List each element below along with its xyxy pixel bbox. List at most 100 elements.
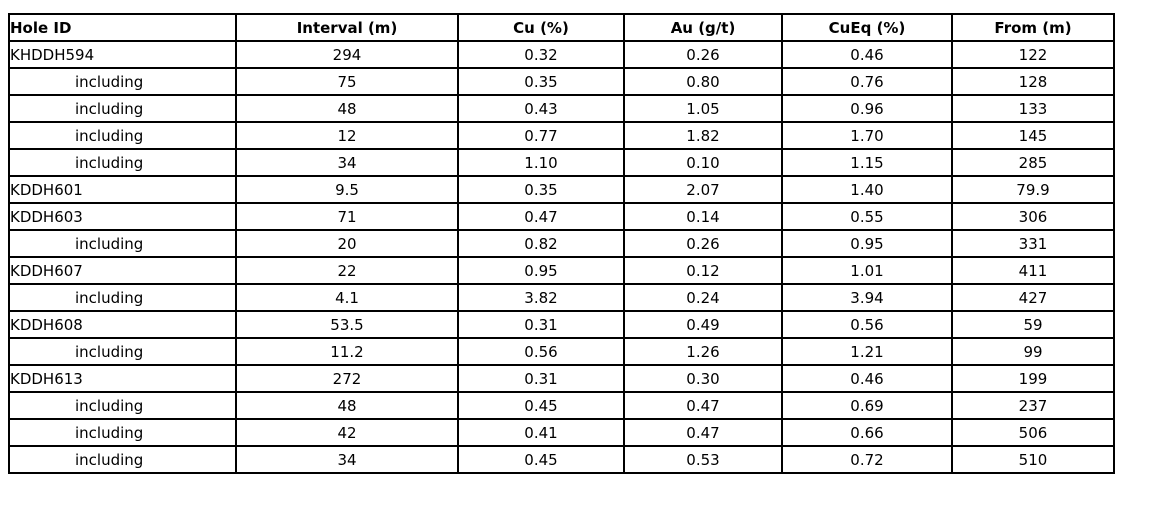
cu-cell: 3.82: [457, 283, 625, 312]
hole-id-cell: including: [8, 283, 237, 312]
cu-cell: 0.43: [457, 94, 625, 123]
hole-id-cell: KDDH608: [8, 310, 237, 339]
interval-cell: 53.5: [235, 310, 459, 339]
cueq-cell: 1.21: [781, 337, 953, 366]
column-header-cu: Cu (%): [457, 13, 625, 42]
from-cell: 506: [951, 418, 1115, 447]
from-cell: 331: [951, 229, 1115, 258]
from-cell: 145: [951, 121, 1115, 150]
cueq-cell: 0.46: [781, 364, 953, 393]
table-row: including 12 0.77 1.82 1.70 145: [8, 121, 1115, 150]
au-cell: 0.14: [623, 202, 783, 231]
cueq-cell: 0.76: [781, 67, 953, 96]
cu-cell: 0.45: [457, 391, 625, 420]
interval-cell: 48: [235, 391, 459, 420]
cu-cell: 0.31: [457, 364, 625, 393]
column-header-hole-id: Hole ID: [8, 13, 237, 42]
table-row: KDDH601 9.5 0.35 2.07 1.40 79.9: [8, 175, 1115, 204]
hole-id-cell: KDDH603: [8, 202, 237, 231]
from-cell: 99: [951, 337, 1115, 366]
table-row: including 48 0.43 1.05 0.96 133: [8, 94, 1115, 123]
au-cell: 0.24: [623, 283, 783, 312]
table-row: KDDH603 71 0.47 0.14 0.55 306: [8, 202, 1115, 231]
table-row: including 34 0.45 0.53 0.72 510: [8, 445, 1115, 474]
from-cell: 285: [951, 148, 1115, 177]
au-cell: 0.26: [623, 40, 783, 69]
interval-cell: 11.2: [235, 337, 459, 366]
au-cell: 0.26: [623, 229, 783, 258]
column-header-interval: Interval (m): [235, 13, 459, 42]
au-cell: 0.30: [623, 364, 783, 393]
from-cell: 237: [951, 391, 1115, 420]
interval-cell: 20: [235, 229, 459, 258]
hole-id-cell: including: [8, 94, 237, 123]
interval-cell: 294: [235, 40, 459, 69]
from-cell: 79.9: [951, 175, 1115, 204]
cu-cell: 0.35: [457, 175, 625, 204]
table-row: including 4.1 3.82 0.24 3.94 427: [8, 283, 1115, 312]
table-row: KDDH608 53.5 0.31 0.49 0.56 59: [8, 310, 1115, 339]
table-row: including 11.2 0.56 1.26 1.21 99: [8, 337, 1115, 366]
au-cell: 2.07: [623, 175, 783, 204]
table-row: including 75 0.35 0.80 0.76 128: [8, 67, 1115, 96]
hole-id-cell: including: [8, 67, 237, 96]
column-header-cueq: CuEq (%): [781, 13, 953, 42]
hole-id-cell: including: [8, 148, 237, 177]
au-cell: 0.47: [623, 391, 783, 420]
cueq-cell: 1.70: [781, 121, 953, 150]
cu-cell: 0.77: [457, 121, 625, 150]
from-cell: 510: [951, 445, 1115, 474]
au-cell: 0.80: [623, 67, 783, 96]
cueq-cell: 0.55: [781, 202, 953, 231]
cu-cell: 0.56: [457, 337, 625, 366]
hole-id-cell: including: [8, 121, 237, 150]
hole-id-cell: including: [8, 337, 237, 366]
cueq-cell: 0.96: [781, 94, 953, 123]
au-cell: 0.10: [623, 148, 783, 177]
table-header: Hole ID Interval (m) Cu (%) Au (g/t) CuE…: [8, 13, 1115, 42]
table-row: KDDH607 22 0.95 0.12 1.01 411: [8, 256, 1115, 285]
hole-id-cell: KDDH607: [8, 256, 237, 285]
cueq-cell: 0.56: [781, 310, 953, 339]
cu-cell: 0.95: [457, 256, 625, 285]
from-cell: 199: [951, 364, 1115, 393]
table-body: KHDDH594 294 0.32 0.26 0.46 122 including 75 0.3…: [8, 40, 1115, 474]
interval-cell: 42: [235, 418, 459, 447]
au-cell: 1.82: [623, 121, 783, 150]
cueq-cell: 0.46: [781, 40, 953, 69]
cueq-cell: 0.69: [781, 391, 953, 420]
table-row: KDDH613 272 0.31 0.30 0.46 199: [8, 364, 1115, 393]
interval-cell: 272: [235, 364, 459, 393]
table-row: including 48 0.45 0.47 0.69 237: [8, 391, 1115, 420]
au-cell: 0.12: [623, 256, 783, 285]
cu-cell: 0.31: [457, 310, 625, 339]
hole-id-cell: including: [8, 391, 237, 420]
cueq-cell: 0.95: [781, 229, 953, 258]
cueq-cell: 0.72: [781, 445, 953, 474]
from-cell: 122: [951, 40, 1115, 69]
drill-results-table: Hole ID Interval (m) Cu (%) Au (g/t) CuE…: [8, 13, 1115, 474]
hole-id-cell: including: [8, 445, 237, 474]
interval-cell: 12: [235, 121, 459, 150]
interval-cell: 22: [235, 256, 459, 285]
hole-id-cell: including: [8, 229, 237, 258]
cu-cell: 0.32: [457, 40, 625, 69]
hole-id-cell: KDDH601: [8, 175, 237, 204]
interval-cell: 71: [235, 202, 459, 231]
interval-cell: 34: [235, 445, 459, 474]
au-cell: 0.53: [623, 445, 783, 474]
interval-cell: 48: [235, 94, 459, 123]
from-cell: 411: [951, 256, 1115, 285]
column-header-from: From (m): [951, 13, 1115, 42]
from-cell: 59: [951, 310, 1115, 339]
au-cell: 1.05: [623, 94, 783, 123]
hole-id-cell: KHDDH594: [8, 40, 237, 69]
table-row: including 34 1.10 0.10 1.15 285: [8, 148, 1115, 177]
header-row: Hole ID Interval (m) Cu (%) Au (g/t) CuE…: [8, 13, 1115, 42]
interval-cell: 75: [235, 67, 459, 96]
table-row: including 42 0.41 0.47 0.66 506: [8, 418, 1115, 447]
from-cell: 128: [951, 67, 1115, 96]
cueq-cell: 1.15: [781, 148, 953, 177]
cu-cell: 0.41: [457, 418, 625, 447]
